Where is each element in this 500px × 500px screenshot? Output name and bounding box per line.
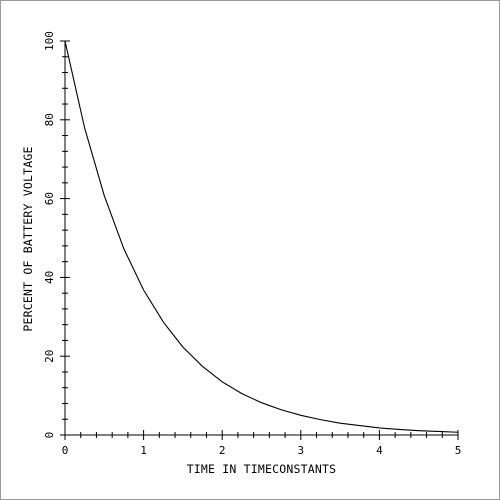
x-tick-label: 3 bbox=[297, 444, 304, 457]
tick-labels: 0 1 2 3 4 5 0 20 40 60 80 100 bbox=[43, 31, 461, 457]
series-line bbox=[64, 40, 459, 433]
y-tick-label: 100 bbox=[43, 31, 56, 51]
x-tick-label: 5 bbox=[455, 444, 462, 457]
y-axis-label: PERCENT OF BATTERY VOLTAGE bbox=[21, 146, 35, 331]
y-tick-label: 60 bbox=[43, 192, 56, 205]
major-ticks bbox=[60, 40, 459, 440]
y-tick-label: 40 bbox=[43, 271, 56, 284]
x-tick-label: 1 bbox=[140, 444, 147, 457]
x-tick-label: 0 bbox=[62, 444, 69, 457]
y-tick-label: 20 bbox=[43, 350, 56, 363]
minor-ticks bbox=[62, 56, 443, 438]
axes bbox=[64, 41, 458, 436]
y-tick-label: 80 bbox=[43, 113, 56, 126]
x-axis-label: TIME IN TIMECONSTANTS bbox=[187, 462, 337, 476]
series-layer bbox=[64, 40, 459, 433]
y-tick-label: 0 bbox=[43, 432, 56, 439]
x-tick-label: 2 bbox=[219, 444, 226, 457]
x-tick-label: 4 bbox=[376, 444, 383, 457]
